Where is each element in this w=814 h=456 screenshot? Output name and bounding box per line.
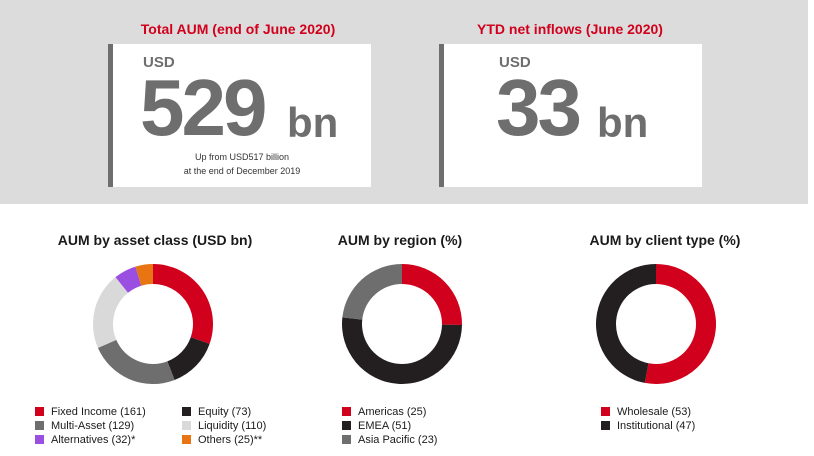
- aum-note-line2: at the end of December 2019: [183, 166, 301, 177]
- donut-slice-asia-pacific: [342, 264, 402, 320]
- legend-swatch: [342, 421, 351, 430]
- legend-equity: Equity (73): [182, 405, 251, 419]
- legend-swatch: [35, 435, 44, 444]
- donut-slice-multi-asset: [97, 339, 175, 384]
- legend-swatch: [35, 421, 44, 430]
- legend-swatch: [35, 407, 44, 416]
- asset-class-chart-title: AUM by asset class (USD bn): [57, 232, 253, 248]
- donut-slice-fixed-income: [153, 264, 213, 344]
- donut-slice-others: [135, 264, 153, 286]
- legend-swatch: [342, 435, 351, 444]
- legend-others: Others (25)**: [182, 433, 262, 447]
- donut-slice-liquidity: [93, 277, 128, 348]
- legend-swatch: [182, 407, 191, 416]
- client-type-donut-chart: [595, 264, 716, 384]
- legend-swatch: [601, 421, 610, 430]
- legend-americas: Americas (25): [342, 405, 426, 419]
- legend-asia-pacific: Asia Pacific (23): [342, 433, 437, 447]
- client-type-chart-title: AUM by client type (%): [589, 232, 741, 248]
- asset-class-donut-chart: [93, 264, 213, 384]
- legend-swatch: [182, 435, 191, 444]
- inflows-kpi-title: YTD net inflows (June 2020): [477, 21, 663, 37]
- legend-swatch: [342, 407, 351, 416]
- donut-slice-wholesale: [644, 264, 716, 384]
- aum-kpi-card: USD 529 bn Up from USD517 billion at the…: [108, 44, 371, 187]
- aum-value: 529: [140, 63, 267, 152]
- legend-swatch: [601, 407, 610, 416]
- inflows-currency: USD: [499, 54, 531, 71]
- donut-slice-americas: [402, 264, 462, 325]
- aum-kpi-title: Total AUM (end of June 2020): [140, 21, 336, 37]
- region-chart-title: AUM by region (%): [337, 232, 463, 248]
- legend-wholesale: Wholesale (53): [601, 405, 691, 419]
- legend-alternatives: Alternatives (32)*: [35, 433, 135, 447]
- donut-slice-alternatives: [115, 266, 142, 293]
- donut-slice-equity: [167, 337, 210, 380]
- legend-institutional: Institutional (47): [601, 419, 695, 433]
- donut-slice-institutional: [595, 264, 656, 383]
- inflows-value: 33: [496, 63, 582, 152]
- legend-fixed-income: Fixed Income (161): [35, 405, 146, 419]
- legend-emea: EMEA (51): [342, 419, 411, 433]
- region-donut-chart: [342, 264, 462, 384]
- legend-liquidity: Liquidity (110): [182, 419, 266, 433]
- inflows-unit: bn: [597, 99, 649, 146]
- inflows-kpi-card: USD 33 bn: [439, 44, 702, 187]
- aum-unit: bn: [287, 99, 339, 146]
- aum-note: Up from USD517 billion at the end of Dec…: [113, 150, 371, 179]
- donut-slice-emea: [342, 317, 462, 384]
- aum-currency: USD: [143, 54, 175, 71]
- aum-note-line1: Up from USD517 billion: [194, 152, 290, 162]
- legend-multi-asset: Multi-Asset (129): [35, 419, 134, 433]
- legend-swatch: [182, 421, 191, 430]
